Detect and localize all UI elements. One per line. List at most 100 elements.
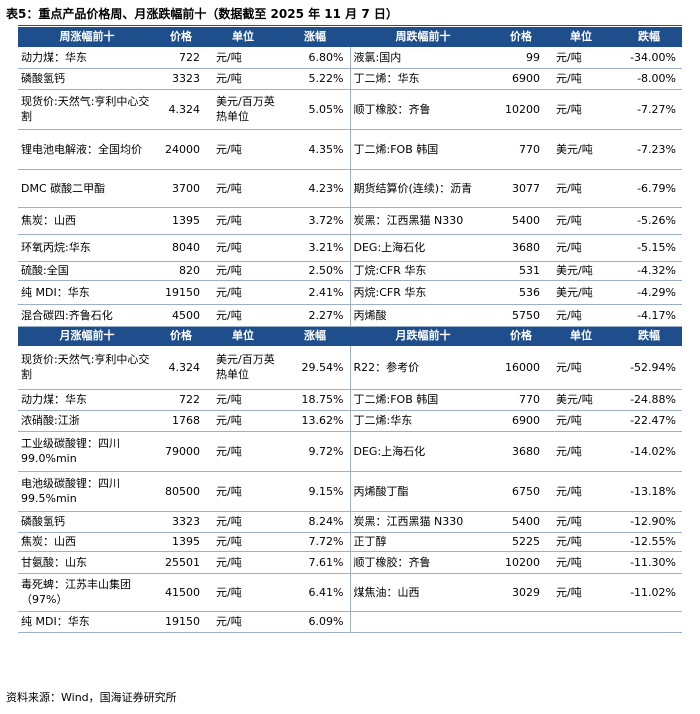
down-change-cell: -8.00%	[616, 68, 682, 90]
down-unit-cell: 美元/吨	[546, 261, 616, 281]
table-row: 焦炭：山西 1395 元/吨 3.72% 炭黑：江西黑猫 N330 5400 元/吨 -5.2…	[18, 207, 682, 235]
up-name-cell: 纯 MDI：华东	[18, 611, 156, 633]
table-row: 甘氨酸：山东 25501 元/吨 7.61% 顺丁橡胶：齐鲁 10200 元/吨 -11.30…	[18, 551, 682, 574]
down-unit-cell: 元/吨	[546, 68, 616, 90]
down-change-cell: -4.32%	[616, 261, 682, 281]
table-row: 毒死蜱：江苏丰山集团（97%） 41500 元/吨 6.41% 煤焦油：山西 3029 元/…	[18, 573, 682, 612]
up-change-cell: 9.72%	[280, 431, 351, 472]
table-row: 动力煤：华东 722 元/吨 18.75% 丁二烯:FOB 韩国 770 美元/吨 -24.8…	[18, 389, 682, 411]
down-change-cell: -12.90%	[616, 511, 682, 533]
up-unit-cell: 元/吨	[206, 511, 280, 533]
table-row: 纯 MDI：华东 19150 元/吨 6.09%	[18, 611, 682, 633]
down-name-cell: 丁二烯:FOB 韩国	[350, 389, 496, 411]
up-name-cell: 现货价:天然气:亨利中心交割	[18, 345, 156, 390]
down-name-cell	[350, 611, 496, 633]
down-unit-cell: 美元/吨	[546, 129, 616, 170]
down-unit-cell: 元/吨	[546, 234, 616, 262]
down-unit-cell: 元/吨	[546, 410, 616, 432]
down-name-cell: 期货结算价(连续)：沥青	[350, 169, 496, 208]
down-name-cell: 正丁醇	[350, 532, 496, 552]
up-change-cell: 9.15%	[280, 471, 351, 512]
weekly-header-6: 单位	[546, 27, 616, 47]
up-name-cell: 锂电池电解液：全国均价	[18, 129, 156, 170]
down-unit-cell: 元/吨	[546, 532, 616, 552]
down-change-cell: -6.79%	[616, 169, 682, 208]
up-unit-cell: 美元/百万英热单位	[206, 345, 280, 390]
up-change-cell: 4.35%	[280, 129, 351, 170]
down-name-cell: 炭黑：江西黑猫 N330	[350, 511, 496, 533]
down-name-cell: 丙烷:CFR 华东	[350, 280, 496, 305]
up-change-cell: 29.54%	[280, 345, 351, 390]
up-unit-cell: 元/吨	[206, 389, 280, 411]
down-unit-cell: 元/吨	[546, 471, 616, 512]
down-name-cell: DEG:上海石化	[350, 234, 496, 262]
up-name-cell: 磷酸氢钙	[18, 68, 156, 90]
down-price-cell: 5400	[496, 207, 546, 235]
table-row: 环氧丙烷:华东 8040 元/吨 3.21% DEG:上海石化 3680 元/吨 -5.15%	[18, 234, 682, 262]
up-name-cell: 硫酸:全国	[18, 261, 156, 281]
up-change-cell: 7.72%	[280, 532, 351, 552]
table-row: 现货价:天然气:亨利中心交割 4.324 美元/百万英热单位 29.54% R22：参考…	[18, 345, 682, 390]
down-unit-cell: 美元/吨	[546, 280, 616, 305]
down-change-cell: -7.27%	[616, 89, 682, 130]
source-note: 资料来源：Wind，国海证券研究所	[6, 691, 177, 704]
monthly-header-2: 单位	[206, 326, 280, 346]
up-name-cell: 浓硝酸:江浙	[18, 410, 156, 432]
down-price-cell	[496, 611, 546, 633]
down-change-cell: -11.02%	[616, 573, 682, 612]
weekly-header-1: 价格	[156, 27, 206, 47]
up-unit-cell: 元/吨	[206, 611, 280, 633]
down-price-cell: 3680	[496, 431, 546, 472]
up-change-cell: 5.22%	[280, 68, 351, 90]
up-change-cell: 6.80%	[280, 46, 351, 69]
up-price-cell: 1768	[156, 410, 206, 432]
monthly-header-row: 月涨幅前十 价格 单位 涨幅 月跌幅前十 价格 单位 跌幅	[18, 326, 682, 346]
up-change-cell: 6.09%	[280, 611, 351, 633]
up-unit-cell: 元/吨	[206, 68, 280, 90]
table-title: 表5：重点产品价格周、月涨跌幅前十（数据截至 2025 年 11 月 7 日）	[6, 7, 398, 21]
down-price-cell: 10200	[496, 551, 546, 574]
down-price-cell: 3680	[496, 234, 546, 262]
monthly-header-0: 月涨幅前十	[18, 326, 156, 346]
down-name-cell: 丁二烯:FOB 韩国	[350, 129, 496, 170]
down-change-cell: -5.15%	[616, 234, 682, 262]
up-unit-cell: 元/吨	[206, 234, 280, 262]
down-unit-cell: 元/吨	[546, 46, 616, 69]
down-change-cell: -4.29%	[616, 280, 682, 305]
up-price-cell: 1395	[156, 532, 206, 552]
up-unit-cell: 元/吨	[206, 304, 280, 327]
table-row: 电池级碳酸锂：四川 99.5%min 80500 元/吨 9.15% 丙烯酸丁酯 6750…	[18, 471, 682, 512]
table-row: 纯 MDI：华东 19150 元/吨 2.41% 丙烷:CFR 华东 536 美元/吨 -4.…	[18, 280, 682, 305]
up-price-cell: 4500	[156, 304, 206, 327]
up-name-cell: 甘氨酸：山东	[18, 551, 156, 574]
down-name-cell: R22：参考价	[350, 345, 496, 390]
table-row: 混合碳四:齐鲁石化 4500 元/吨 2.27% 丙烯酸 5750 元/吨 -4.17%	[18, 304, 682, 327]
down-price-cell: 5225	[496, 532, 546, 552]
down-name-cell: 煤焦油：山西	[350, 573, 496, 612]
down-price-cell: 6900	[496, 68, 546, 90]
down-unit-cell: 美元/吨	[546, 389, 616, 411]
up-change-cell: 3.21%	[280, 234, 351, 262]
up-name-cell: 动力煤：华东	[18, 46, 156, 69]
up-price-cell: 1395	[156, 207, 206, 235]
up-change-cell: 6.41%	[280, 573, 351, 612]
up-change-cell: 8.24%	[280, 511, 351, 533]
down-unit-cell	[546, 611, 616, 633]
up-price-cell: 3323	[156, 511, 206, 533]
down-unit-cell: 元/吨	[546, 207, 616, 235]
up-price-cell: 79000	[156, 431, 206, 472]
up-name-cell: 焦炭：山西	[18, 207, 156, 235]
down-unit-cell: 元/吨	[546, 345, 616, 390]
weekly-header-5: 价格	[496, 27, 546, 47]
up-name-cell: 毒死蜱：江苏丰山集团（97%）	[18, 573, 156, 612]
down-name-cell: DEG:上海石化	[350, 431, 496, 472]
table-row: 硫酸:全国 820 元/吨 2.50% 丁烷:CFR 华东 531 美元/吨 -4.32%	[18, 261, 682, 281]
up-price-cell: 41500	[156, 573, 206, 612]
down-price-cell: 5750	[496, 304, 546, 327]
down-price-cell: 99	[496, 46, 546, 69]
table-row: 工业级碳酸锂：四川 99.0%min 79000 元/吨 9.72% DEG:上海石化 3…	[18, 431, 682, 472]
up-price-cell: 4.324	[156, 89, 206, 130]
up-name-cell: 动力煤：华东	[18, 389, 156, 411]
up-unit-cell: 元/吨	[206, 46, 280, 69]
table-row: 浓硝酸:江浙 1768 元/吨 13.62% 丁二烯:华东 6900 元/吨 -22.47%	[18, 410, 682, 432]
